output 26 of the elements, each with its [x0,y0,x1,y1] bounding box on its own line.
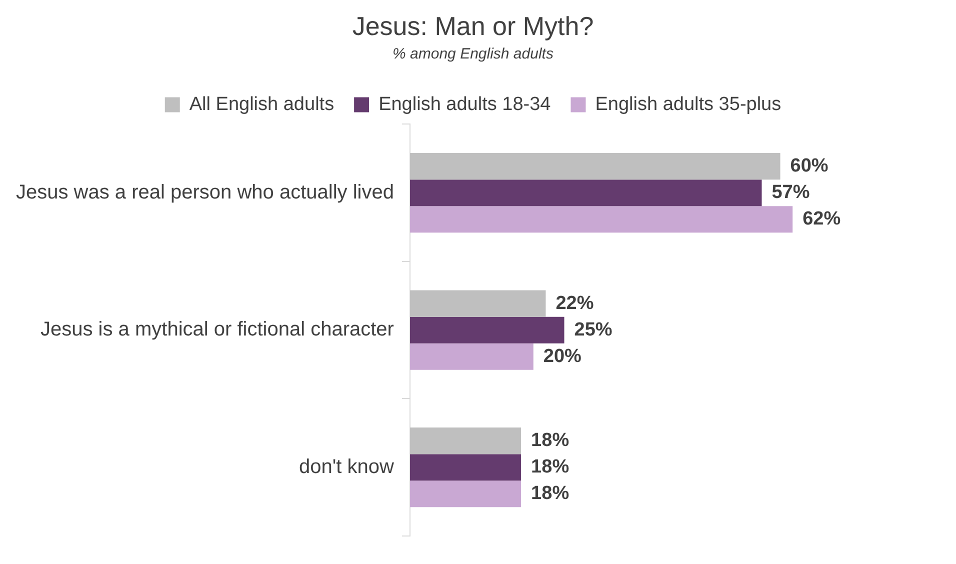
legend-label: English adults 18-34 [378,94,552,115]
bar [410,316,564,344]
chart-subtitle: % among English adults [392,45,554,62]
bar [410,153,780,180]
y-tick-label: Jesus is a mythical or fictional character [40,318,394,341]
y-tick-label: Jesus was a real person who actually lived [16,181,394,204]
bar [410,343,534,370]
data-label: 62% [802,208,841,230]
bar [410,428,522,454]
bar [410,480,522,508]
data-label: 57% [772,182,810,204]
data-label: 18% [531,483,570,504]
bar [410,180,762,206]
bar [410,290,546,317]
data-label: 60% [790,156,828,177]
y-tick-label: don't know [298,456,395,478]
legend-label: All English adults [189,94,334,115]
data-label: 18% [531,456,570,478]
data-label: 20% [543,346,582,367]
bar [410,206,793,233]
bar [410,454,522,481]
data-label: 22% [556,292,594,314]
data-label: 25% [574,319,612,340]
chart-title: Jesus: Man or Myth? [352,10,594,41]
legend-label: English adults 35-plus [595,94,782,115]
data-label: 18% [531,430,570,452]
